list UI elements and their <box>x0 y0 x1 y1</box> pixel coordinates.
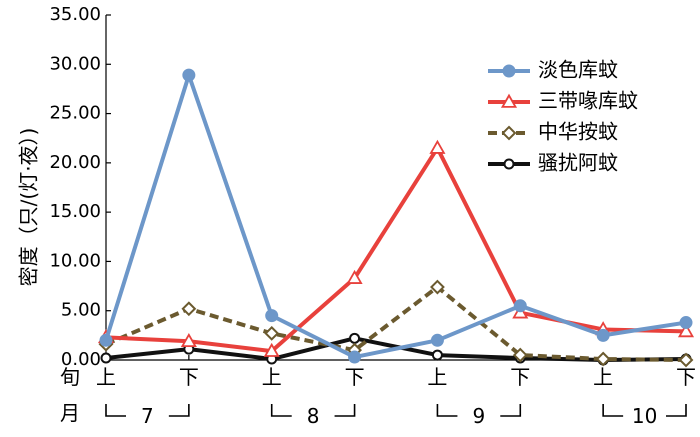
x-tick-label: 上 <box>96 365 116 389</box>
y-tick-label: 5.00 <box>61 300 101 321</box>
month-row-label: 月 <box>60 401 80 425</box>
month-bracket-right <box>500 404 522 417</box>
y-tick-label: 35.00 <box>49 4 101 25</box>
series-line <box>104 73 687 360</box>
y-tick-label: 20.00 <box>49 152 101 173</box>
series-1 <box>99 68 693 364</box>
data-point <box>265 309 279 323</box>
y-tick-label: 0.00 <box>61 349 101 370</box>
y-tick-label: 30.00 <box>49 53 101 74</box>
month-bracket-right <box>168 404 190 417</box>
data-point <box>513 299 527 313</box>
data-point <box>430 279 445 295</box>
data-point <box>349 332 361 344</box>
period-row-label: 旬 <box>60 365 80 389</box>
data-point <box>679 316 693 330</box>
legend-label: 中华按蚊 <box>538 120 618 144</box>
legend-marker <box>500 93 518 108</box>
x-tick-label: 下 <box>510 365 530 389</box>
series-line <box>105 146 687 354</box>
legend-marker <box>503 158 515 170</box>
data-point <box>430 333 444 347</box>
month-bracket-left <box>105 404 126 417</box>
data-point <box>346 269 363 284</box>
data-point <box>431 349 443 361</box>
legend-label: 骚扰阿蚊 <box>538 151 618 175</box>
data-point <box>595 351 611 367</box>
series-layer <box>97 68 695 368</box>
y-axis-label: 密度（只/(灯·夜）) <box>17 128 41 287</box>
y-tick-label: 25.00 <box>49 103 101 124</box>
legend-item: 淡色库蚊 <box>488 58 618 82</box>
data-point <box>181 301 197 317</box>
legend-label: 三带喙库蚊 <box>538 89 638 113</box>
legend-item: 骚扰阿蚊 <box>488 151 618 175</box>
x-tick-label: 上 <box>427 365 447 389</box>
legend-label: 淡色库蚊 <box>538 58 618 82</box>
legend-item: 三带喙库蚊 <box>488 89 638 113</box>
data-point <box>263 342 280 357</box>
x-tick-label: 下 <box>676 365 696 389</box>
y-axis-ticks: 0.00 5.00 10.00 15.00 20.00 25.00 30.00 35.00 <box>49 4 111 370</box>
legend-item: 中华按蚊 <box>488 120 618 144</box>
data-point <box>678 352 694 368</box>
month-label: 7 <box>141 404 154 428</box>
data-point <box>429 139 446 154</box>
data-point <box>348 350 362 364</box>
month-bracket-right <box>666 404 687 417</box>
x-tick-label: 下 <box>179 365 199 389</box>
month-bracket-right <box>334 404 356 417</box>
x-tick-label: 下 <box>345 365 365 389</box>
data-point <box>264 325 280 341</box>
data-point <box>100 352 112 364</box>
series-line <box>105 285 687 362</box>
y-tick-label: 10.00 <box>49 250 101 271</box>
x-tick-label: 上 <box>262 365 282 389</box>
month-bracket-left <box>270 404 292 417</box>
legend-marker <box>501 125 517 141</box>
data-point <box>512 347 528 363</box>
y-tick-label: 15.00 <box>49 201 101 222</box>
data-point <box>182 68 196 82</box>
data-point <box>596 328 610 342</box>
data-point <box>677 323 695 338</box>
x-tick-label: 上 <box>593 365 613 389</box>
legend-marker <box>502 64 516 78</box>
data-point <box>180 332 197 348</box>
month-label: 9 <box>472 404 485 428</box>
data-point <box>99 333 113 347</box>
month-brackets: 7 8 9 10 <box>105 404 687 428</box>
month-bracket-left <box>602 404 624 417</box>
month-label: 8 <box>307 404 320 428</box>
month-label: 10 <box>632 404 657 428</box>
month-bracket-left <box>436 404 458 417</box>
